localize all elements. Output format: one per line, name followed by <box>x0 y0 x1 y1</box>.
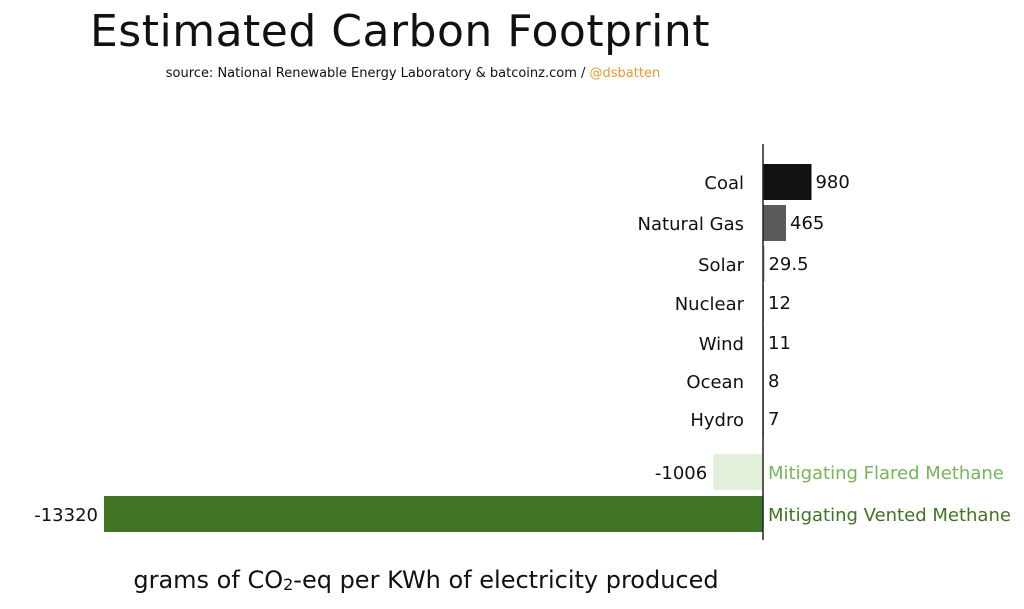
value-label: -13320 <box>34 505 98 526</box>
bar-natural-gas <box>763 205 787 241</box>
category-label: Nuclear <box>675 294 745 315</box>
category-label: Natural Gas <box>638 214 744 235</box>
category-label: Wind <box>699 334 744 355</box>
chart-title: Estimated Carbon Footprint <box>90 6 710 57</box>
author-handle: @dsbatten <box>589 66 661 81</box>
category-label: Ocean <box>686 372 744 393</box>
bar-mitigating-flared-methane <box>713 454 763 490</box>
value-label: 12 <box>768 293 791 314</box>
value-label: 980 <box>815 172 849 193</box>
value-label: 465 <box>790 213 824 234</box>
value-label: 8 <box>768 371 779 392</box>
source-text: source: National Renewable Energy Labora… <box>165 66 586 81</box>
value-label: 7 <box>768 409 779 430</box>
category-label: Mitigating Vented Methane <box>768 505 1011 526</box>
chart-subtitle: source: National Renewable Energy Labora… <box>0 66 826 81</box>
value-label: 29.5 <box>768 254 808 275</box>
value-label: -1006 <box>655 463 707 484</box>
category-label: Hydro <box>690 410 744 431</box>
value-label: 11 <box>768 333 791 354</box>
category-label: Solar <box>698 255 744 276</box>
x-axis-label: grams of CO2-eq per KWh of electricity p… <box>133 566 719 594</box>
category-label: Coal <box>704 173 744 194</box>
category-label: Mitigating Flared Methane <box>768 463 1004 484</box>
bar-mitigating-vented-methane <box>104 496 763 532</box>
bar-coal <box>763 164 812 200</box>
